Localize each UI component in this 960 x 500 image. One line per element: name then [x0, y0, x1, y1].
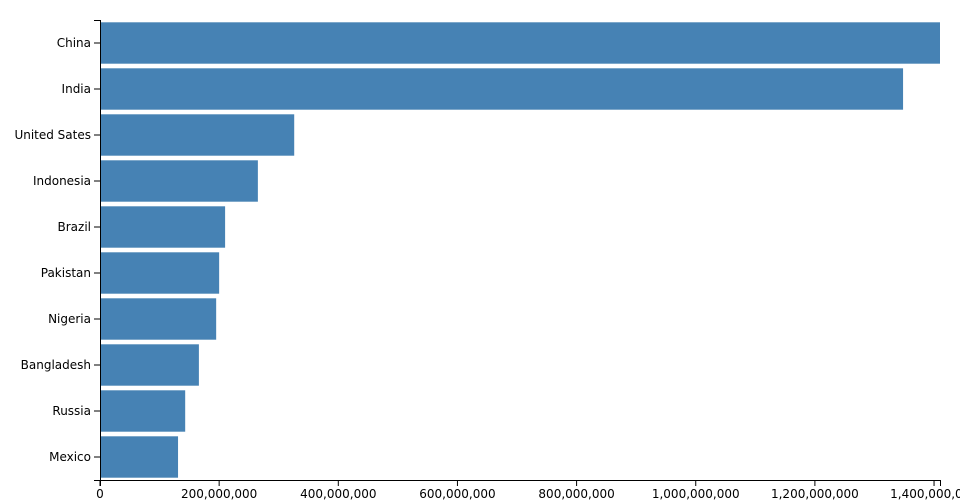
- bar: [100, 252, 220, 294]
- bar: [100, 390, 186, 432]
- y-tick-label: China: [57, 36, 91, 50]
- x-tick-label: 400,000,000: [300, 487, 376, 500]
- x-tick-label: 0: [96, 487, 104, 500]
- bar: [100, 160, 258, 202]
- bar: [100, 114, 295, 156]
- x-tick-label: 200,000,000: [181, 487, 257, 500]
- y-tick-label: Indonesia: [33, 174, 91, 188]
- y-tick-label: Nigeria: [48, 312, 91, 326]
- y-tick-label: Pakistan: [41, 266, 91, 280]
- y-tick-label: United Sates: [14, 128, 91, 142]
- x-tick-label: 1,000,000,000: [652, 487, 740, 500]
- bar: [100, 298, 217, 340]
- y-axis-line: [94, 20, 101, 481]
- bar: [100, 68, 904, 110]
- x-axis: 0 200,000,000 400,000,000 600,000,000 800,00…: [96, 480, 960, 500]
- x-tick-label: 1,400,000,000: [890, 487, 960, 500]
- y-axis: China India United Sates Indonesia Brazil Pak…: [14, 20, 101, 481]
- y-tick-label: Bangladesh: [21, 358, 91, 372]
- y-tick-label: Russia: [52, 404, 91, 418]
- bar: [100, 436, 179, 478]
- y-tick-label: India: [62, 82, 91, 96]
- bar: [100, 344, 199, 386]
- x-tick-label: 1,200,000,000: [771, 487, 859, 500]
- y-tick-label: Brazil: [58, 220, 92, 234]
- bar: [100, 22, 940, 64]
- y-tick-label: Mexico: [49, 450, 91, 464]
- x-tick-label: 800,000,000: [538, 487, 614, 500]
- bar: [100, 206, 226, 248]
- x-tick-label: 600,000,000: [419, 487, 495, 500]
